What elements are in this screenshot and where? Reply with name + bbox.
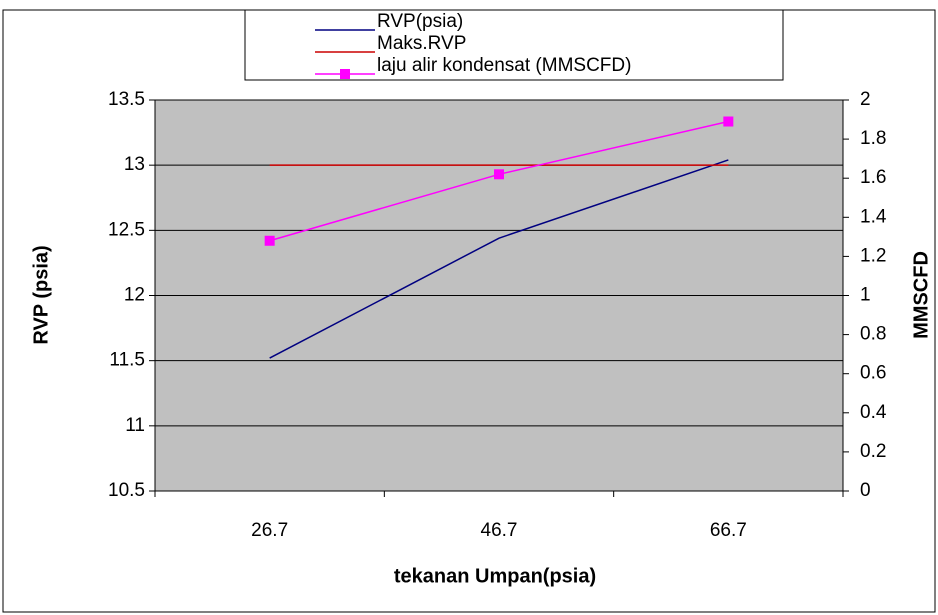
- y2-axis-title: MMSCFD: [910, 251, 932, 339]
- x-tick-label: 26.7: [251, 520, 288, 541]
- y-tick-label: 12: [124, 285, 145, 306]
- y2-tick-label: 0: [860, 480, 871, 501]
- y-tick-label: 10.5: [108, 480, 145, 501]
- y2-tick-label: 0.2: [860, 441, 886, 462]
- y-axis-title: RVP (psia): [30, 245, 52, 344]
- legend-label: laju alir kondensat (MMSCFD): [377, 55, 631, 76]
- legend-label: RVP(psia): [377, 11, 463, 32]
- chart: tekanan Umpan(psia) RVP (psia) MMSCFD 10…: [0, 0, 938, 615]
- y-tick-label: 11.5: [109, 350, 145, 371]
- y-tick-label: 13: [124, 154, 145, 175]
- y2-tick-label: 1: [860, 285, 871, 306]
- page: tekanan Umpan(psia) RVP (psia) MMSCFD 10…: [0, 0, 938, 615]
- y2-tick-label: 1.6: [860, 167, 886, 188]
- y2-tick-label: 0.4: [860, 402, 887, 423]
- legend-marker: [340, 69, 350, 79]
- marker: [723, 117, 733, 127]
- y2-tick-label: 1.4: [860, 206, 887, 227]
- marker: [265, 236, 275, 246]
- y-tick-label: 12.5: [108, 219, 145, 240]
- y-tick-label: 11: [125, 415, 145, 436]
- y-tick-label: 13.5: [108, 89, 145, 110]
- y2-tick-label: 1.8: [860, 128, 886, 149]
- y2-tick-label: 0.6: [860, 363, 886, 384]
- x-tick-label: 66.7: [710, 520, 747, 541]
- x-tick-label: 46.7: [481, 520, 518, 541]
- y2-tick-label: 1.2: [860, 245, 886, 266]
- y2-tick-label: 0.8: [860, 324, 886, 345]
- y2-tick-label: 2: [860, 89, 871, 110]
- legend-label: Maks.RVP: [377, 33, 466, 54]
- marker: [494, 169, 504, 179]
- x-axis-title: tekanan Umpan(psia): [394, 565, 596, 587]
